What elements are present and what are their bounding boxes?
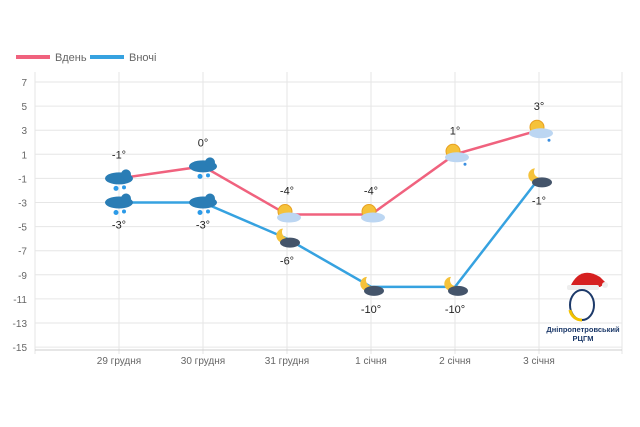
y-tick-label: -13	[13, 319, 28, 330]
snow-cloud-icon	[189, 193, 217, 215]
sun-cloud-icon	[361, 204, 385, 223]
data-label: -1°	[112, 149, 126, 161]
snow-cloud-icon	[105, 169, 133, 191]
x-tick-label: 31 грудня	[265, 356, 309, 367]
legend-label[interactable]: Вдень	[55, 52, 87, 64]
y-tick-label: 3	[21, 126, 27, 137]
legend-label[interactable]: Вночі	[129, 52, 156, 64]
data-label: -6°	[280, 256, 294, 268]
y-tick-label: -7	[18, 247, 27, 258]
moon-cloud-icon	[276, 228, 300, 248]
data-label: -4°	[364, 186, 378, 198]
logo-text: Дніпропетровський	[546, 325, 620, 334]
data-label: -3°	[196, 220, 210, 232]
y-tick-label: -15	[13, 343, 28, 354]
moon-cloud-icon	[444, 276, 468, 296]
logo-text: РЦГМ	[573, 334, 594, 343]
y-tick-label: -5	[18, 223, 27, 234]
moon-cloud-icon	[528, 168, 552, 188]
series-line-day	[118, 128, 540, 216]
y-tick-label: 5	[21, 102, 27, 113]
y-tick-label: -11	[13, 295, 27, 306]
x-tick-label: 1 січня	[355, 356, 387, 367]
snow-cloud-icon	[189, 157, 217, 179]
sun-cloud-rain-icon	[529, 119, 553, 142]
moon-cloud-icon	[360, 276, 384, 296]
data-label: 3°	[534, 101, 545, 113]
sun-cloud-icon	[277, 204, 301, 223]
series-line-night	[119, 177, 540, 289]
x-tick-label: 3 січня	[523, 356, 555, 367]
data-label: -1°	[532, 195, 546, 207]
snow-cloud-icon	[105, 193, 133, 215]
x-tick-label: 2 січня	[439, 356, 471, 367]
x-tick-label: 29 грудня	[97, 356, 141, 367]
data-label: -4°	[280, 186, 294, 198]
y-tick-label: -3	[18, 199, 27, 210]
data-label: 1°	[450, 125, 461, 137]
data-label: -3°	[112, 220, 126, 232]
data-label: 0°	[198, 137, 209, 149]
y-tick-label: 1	[21, 150, 27, 161]
y-tick-label: -9	[18, 271, 27, 282]
data-label: -10°	[361, 304, 381, 316]
sun-cloud-rain-icon	[445, 143, 469, 166]
y-tick-label: -1	[18, 174, 27, 185]
y-tick-label: 7	[21, 78, 27, 89]
x-tick-label: 30 грудня	[181, 356, 225, 367]
data-label: -10°	[445, 304, 465, 316]
